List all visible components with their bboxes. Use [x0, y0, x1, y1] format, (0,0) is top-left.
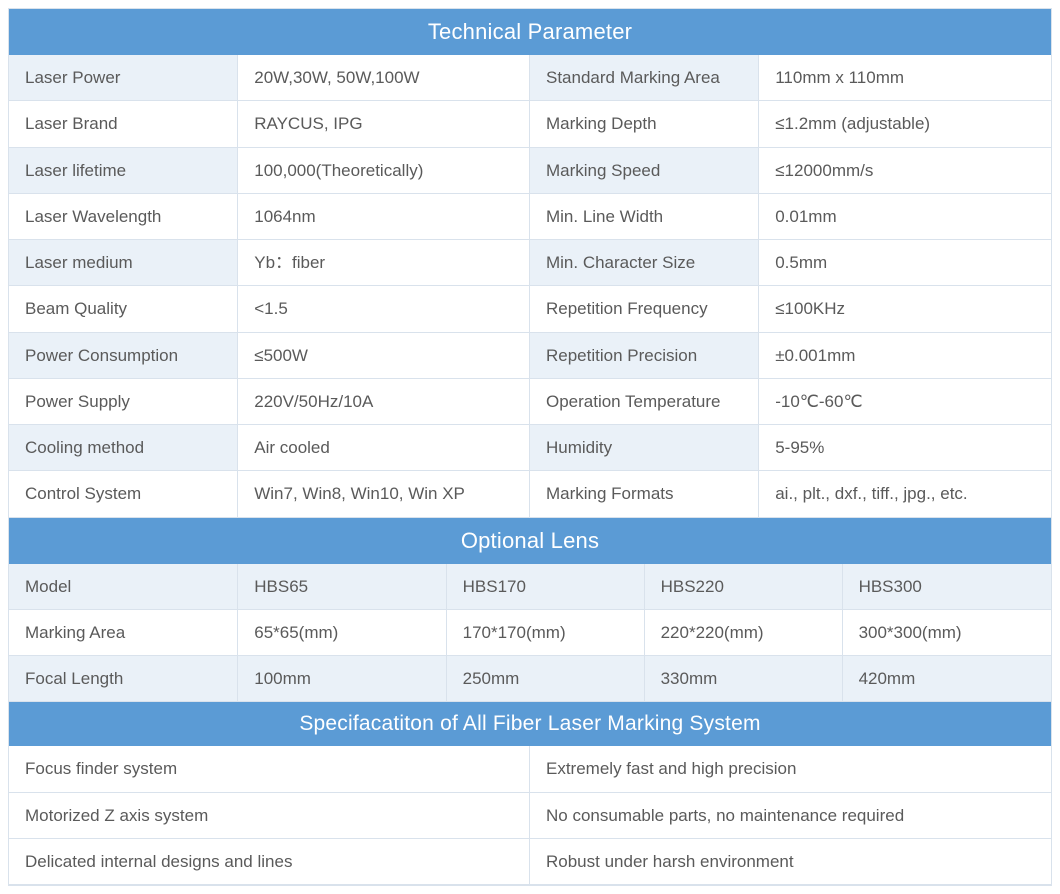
param-label-left: Beam Quality	[9, 286, 238, 332]
param-value-right: 0.01mm	[759, 194, 1051, 240]
param-value-left: Air cooled	[238, 425, 530, 471]
lens-cell: HBS300	[843, 564, 1051, 610]
param-label-right: Operation Temperature	[530, 379, 759, 425]
lens-cell: 100mm	[238, 656, 446, 702]
param-label-left: Laser Brand	[9, 101, 238, 147]
param-value-right: ≤100KHz	[759, 286, 1051, 332]
param-value-right: ≤12000mm/s	[759, 148, 1051, 194]
table-row: Laser Wavelength1064nmMin. Line Width0.0…	[9, 194, 1051, 240]
spec-cell: No consumable parts, no maintenance requ…	[530, 793, 1051, 839]
param-label-right: Marking Depth	[530, 101, 759, 147]
param-label-left: Laser Power	[9, 55, 238, 101]
param-label-left: Power Supply	[9, 379, 238, 425]
param-value-left: ≤500W	[238, 333, 530, 379]
spec-table: Focus finder systemExtremely fast and hi…	[9, 746, 1051, 885]
tech-param-table: Laser Power20W,30W, 50W,100WStandard Mar…	[9, 55, 1051, 518]
spec-sheet: Technical Parameter Laser Power20W,30W, …	[8, 8, 1052, 886]
param-label-right: Min. Character Size	[530, 240, 759, 286]
param-label-right: Repetition Precision	[530, 333, 759, 379]
optional-lens-header: Optional Lens	[9, 518, 1051, 564]
lens-cell: HBS220	[645, 564, 843, 610]
param-value-left: 1064nm	[238, 194, 530, 240]
table-row: ModelHBS65HBS170HBS220HBS300	[9, 564, 1051, 610]
spec-header: Specifacatiton of All Fiber Laser Markin…	[9, 702, 1051, 746]
table-row: Laser BrandRAYCUS, IPGMarking Depth≤1.2m…	[9, 101, 1051, 147]
param-label-left: Laser medium	[9, 240, 238, 286]
spec-cell: Delicated internal designs and lines	[9, 839, 530, 885]
param-value-right: 0.5mm	[759, 240, 1051, 286]
lens-cell: 330mm	[645, 656, 843, 702]
param-label-right: Marking Formats	[530, 471, 759, 517]
table-row: Motorized Z axis systemNo consumable par…	[9, 793, 1051, 839]
table-row: Power Consumption≤500WRepetition Precisi…	[9, 333, 1051, 379]
table-row: Control SystemWin7, Win8, Win10, Win XPM…	[9, 471, 1051, 517]
param-label-right: Humidity	[530, 425, 759, 471]
param-label-left: Power Consumption	[9, 333, 238, 379]
optional-lens-table: ModelHBS65HBS170HBS220HBS300Marking Area…	[9, 564, 1051, 703]
param-value-right: 5-95%	[759, 425, 1051, 471]
param-value-left: Win7, Win8, Win10, Win XP	[238, 471, 530, 517]
tech-param-header: Technical Parameter	[9, 9, 1051, 55]
table-row: Laser lifetime100,000(Theoretically)Mark…	[9, 148, 1051, 194]
param-value-left: RAYCUS, IPG	[238, 101, 530, 147]
table-row: Marking Area65*65(mm)170*170(mm)220*220(…	[9, 610, 1051, 656]
param-value-left: 100,000(Theoretically)	[238, 148, 530, 194]
lens-row-label: Model	[9, 564, 238, 610]
param-label-right: Standard Marking Area	[530, 55, 759, 101]
param-value-right: ai., plt., dxf., tiff., jpg., etc.	[759, 471, 1051, 517]
param-label-right: Min. Line Width	[530, 194, 759, 240]
lens-cell: 250mm	[447, 656, 645, 702]
param-value-right: ±0.001mm	[759, 333, 1051, 379]
param-label-left: Laser lifetime	[9, 148, 238, 194]
param-value-right: 110mm x 110mm	[759, 55, 1051, 101]
param-label-left: Control System	[9, 471, 238, 517]
lens-cell: HBS170	[447, 564, 645, 610]
lens-cell: 420mm	[843, 656, 1051, 702]
lens-cell: 220*220(mm)	[645, 610, 843, 656]
lens-cell: HBS65	[238, 564, 446, 610]
table-row: Focus finder systemExtremely fast and hi…	[9, 746, 1051, 792]
param-label-right: Marking Speed	[530, 148, 759, 194]
table-row: Laser mediumYb：fiberMin. Character Size0…	[9, 240, 1051, 286]
lens-row-label: Marking Area	[9, 610, 238, 656]
spec-cell: Motorized Z axis system	[9, 793, 530, 839]
table-row: Delicated internal designs and linesRobu…	[9, 839, 1051, 885]
param-value-left: <1.5	[238, 286, 530, 332]
param-value-left: 20W,30W, 50W,100W	[238, 55, 530, 101]
param-value-right: ≤1.2mm (adjustable)	[759, 101, 1051, 147]
spec-cell: Focus finder system	[9, 746, 530, 792]
table-row: Focal Length100mm250mm330mm420mm	[9, 656, 1051, 702]
param-label-left: Cooling method	[9, 425, 238, 471]
param-value-right: -10℃-60℃	[759, 379, 1051, 425]
lens-cell: 300*300(mm)	[843, 610, 1051, 656]
lens-cell: 170*170(mm)	[447, 610, 645, 656]
param-label-left: Laser Wavelength	[9, 194, 238, 240]
param-label-right: Repetition Frequency	[530, 286, 759, 332]
param-value-left: 220V/50Hz/10A	[238, 379, 530, 425]
lens-row-label: Focal Length	[9, 656, 238, 702]
param-value-left: Yb：fiber	[238, 240, 530, 286]
spec-cell: Robust under harsh environment	[530, 839, 1051, 885]
table-row: Power Supply220V/50Hz/10AOperation Tempe…	[9, 379, 1051, 425]
table-row: Cooling methodAir cooledHumidity5-95%	[9, 425, 1051, 471]
table-row: Beam Quality<1.5Repetition Frequency≤100…	[9, 286, 1051, 332]
table-row: Laser Power20W,30W, 50W,100WStandard Mar…	[9, 55, 1051, 101]
spec-cell: Extremely fast and high precision	[530, 746, 1051, 792]
lens-cell: 65*65(mm)	[238, 610, 446, 656]
